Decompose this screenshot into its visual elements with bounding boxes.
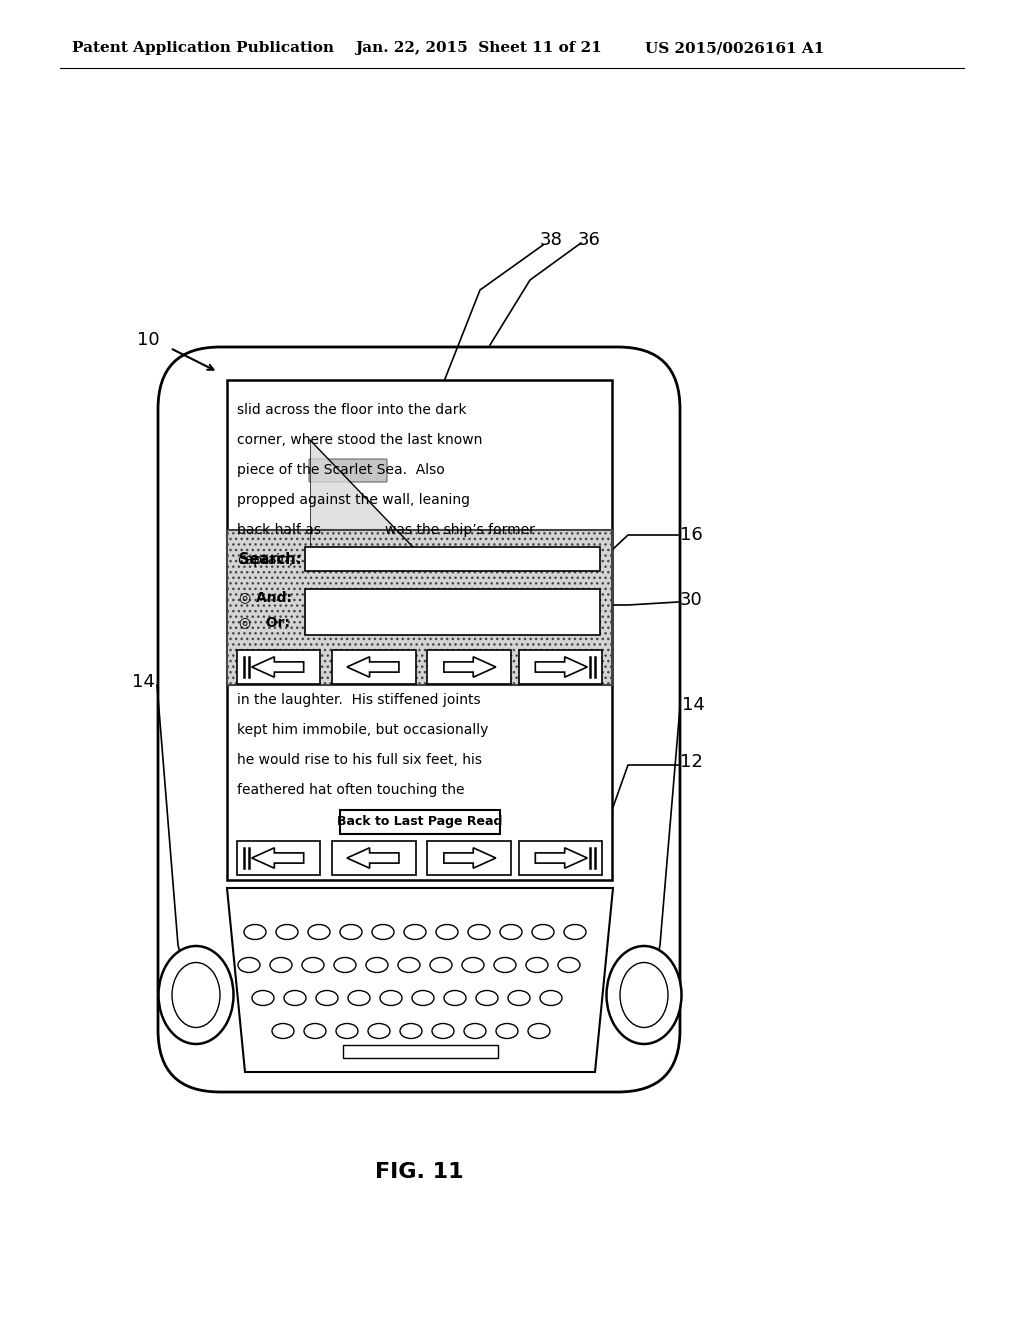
Ellipse shape [412, 990, 434, 1006]
Ellipse shape [340, 924, 362, 940]
Ellipse shape [540, 990, 562, 1006]
Text: 16: 16 [680, 525, 702, 544]
Polygon shape [252, 847, 304, 869]
Ellipse shape [304, 1023, 326, 1039]
Text: 30: 30 [680, 591, 702, 609]
Text: US 2015/0026161 A1: US 2015/0026161 A1 [645, 41, 824, 55]
Ellipse shape [430, 957, 452, 973]
Bar [332, 841, 416, 875]
Ellipse shape [404, 924, 426, 940]
Polygon shape [227, 888, 613, 1072]
Polygon shape [443, 657, 496, 677]
Text: slid across the floor into the dark: slid across the floor into the dark [237, 403, 467, 417]
Ellipse shape [464, 1023, 486, 1039]
Polygon shape [536, 657, 588, 677]
Ellipse shape [436, 924, 458, 940]
Ellipse shape [620, 962, 668, 1027]
Text: 38: 38 [540, 231, 563, 249]
Polygon shape [443, 847, 496, 869]
Ellipse shape [348, 990, 370, 1006]
Ellipse shape [432, 1023, 454, 1039]
Text: corner, where stood the last known: corner, where stood the last known [237, 433, 482, 447]
Text: he would rise to his full six feet, his: he would rise to his full six feet, his [237, 752, 482, 767]
Ellipse shape [496, 1023, 518, 1039]
Ellipse shape [336, 1023, 358, 1039]
Text: was the ship’s former: was the ship’s former [385, 523, 535, 537]
Text: 10: 10 [137, 331, 160, 348]
Text: kept him immobile, but occasionally: kept him immobile, but occasionally [237, 723, 488, 737]
Text: feathered hat often touching the: feathered hat often touching the [237, 783, 465, 797]
Text: 14: 14 [682, 696, 705, 714]
Text: Fitch.  Only the: Fitch. Only the [385, 553, 489, 568]
Text: FIG. 11: FIG. 11 [375, 1162, 463, 1181]
Ellipse shape [468, 924, 490, 940]
Text: Search:: Search: [239, 552, 302, 566]
Bar [305, 589, 600, 635]
Ellipse shape [270, 957, 292, 973]
Text: captain,: captain, [237, 553, 293, 568]
Ellipse shape [276, 924, 298, 940]
Ellipse shape [444, 990, 466, 1006]
Ellipse shape [252, 990, 274, 1006]
Ellipse shape [606, 946, 682, 1044]
Text: 12: 12 [680, 752, 702, 771]
Ellipse shape [272, 1023, 294, 1039]
Ellipse shape [302, 957, 324, 973]
FancyBboxPatch shape [158, 347, 680, 1092]
Ellipse shape [564, 924, 586, 940]
Ellipse shape [368, 1023, 390, 1039]
Ellipse shape [462, 957, 484, 973]
Ellipse shape [316, 990, 338, 1006]
Text: propped against the wall, leaning: propped against the wall, leaning [237, 492, 470, 507]
Ellipse shape [366, 957, 388, 973]
Ellipse shape [308, 924, 330, 940]
Bar [305, 546, 600, 572]
Ellipse shape [380, 990, 402, 1006]
Bar [332, 649, 416, 684]
Bar [227, 380, 612, 880]
Text: Patent Application Publication: Patent Application Publication [72, 41, 334, 55]
Ellipse shape [558, 957, 580, 973]
Ellipse shape [238, 957, 260, 973]
Polygon shape [536, 847, 588, 869]
Bar [237, 649, 321, 684]
Ellipse shape [500, 924, 522, 940]
Ellipse shape [398, 957, 420, 973]
Polygon shape [310, 440, 435, 570]
FancyBboxPatch shape [309, 459, 387, 482]
Ellipse shape [528, 1023, 550, 1039]
Ellipse shape [244, 924, 266, 940]
Ellipse shape [400, 1023, 422, 1039]
Text: ◎   Or:: ◎ Or: [239, 615, 290, 630]
Polygon shape [347, 657, 399, 677]
Ellipse shape [508, 990, 530, 1006]
Polygon shape [252, 657, 304, 677]
Text: 14: 14 [132, 673, 155, 690]
Ellipse shape [372, 924, 394, 940]
Text: 36: 36 [578, 231, 601, 249]
Text: back half as: back half as [237, 523, 321, 537]
Bar [237, 841, 321, 875]
Ellipse shape [334, 957, 356, 973]
Ellipse shape [494, 957, 516, 973]
Ellipse shape [172, 962, 220, 1027]
Text: in the laughter.  His stiffened joints: in the laughter. His stiffened joints [237, 693, 480, 708]
Bar [427, 649, 511, 684]
Ellipse shape [159, 946, 233, 1044]
Bar [518, 841, 602, 875]
Text: ◎ And:: ◎ And: [239, 590, 292, 605]
Bar [340, 810, 500, 834]
Bar [427, 841, 511, 875]
Text: Jan. 22, 2015  Sheet 11 of 21: Jan. 22, 2015 Sheet 11 of 21 [355, 41, 602, 55]
Text: Back to Last Page Read: Back to Last Page Read [337, 816, 502, 829]
Bar [227, 531, 612, 685]
Bar [342, 1045, 498, 1059]
Ellipse shape [284, 990, 306, 1006]
Polygon shape [347, 847, 399, 869]
Ellipse shape [532, 924, 554, 940]
Ellipse shape [476, 990, 498, 1006]
Text: piece of the Scarlet Sea.  Also: piece of the Scarlet Sea. Also [237, 463, 444, 477]
Bar [518, 649, 602, 684]
Ellipse shape [526, 957, 548, 973]
